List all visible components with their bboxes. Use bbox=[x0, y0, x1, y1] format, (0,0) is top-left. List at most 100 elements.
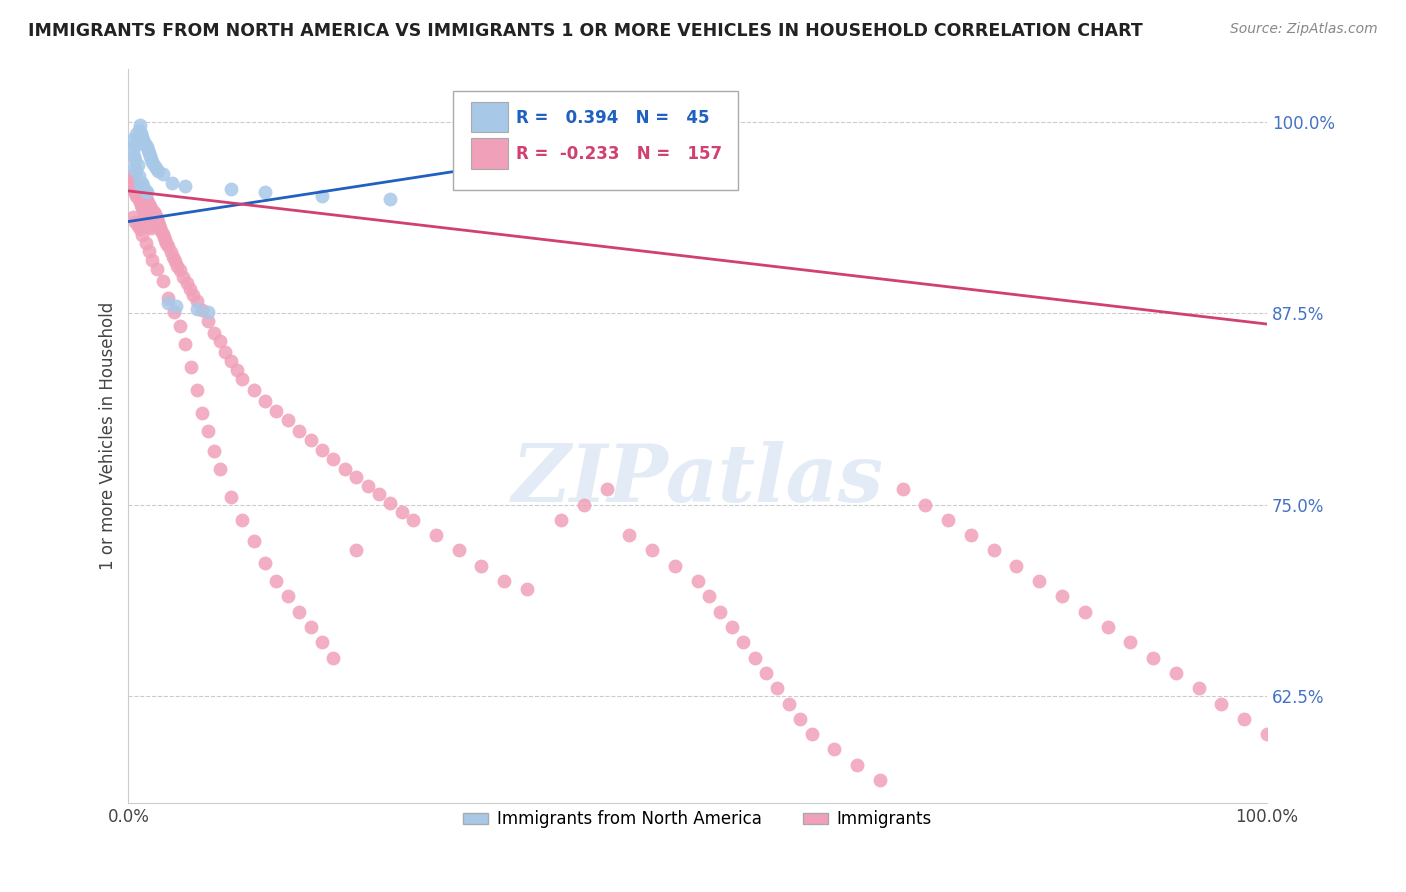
Point bbox=[186, 301, 208, 316]
Point bbox=[128, 194, 150, 209]
Point bbox=[127, 130, 149, 145]
Point bbox=[311, 188, 333, 202]
Point bbox=[125, 188, 148, 202]
Point bbox=[139, 199, 162, 213]
Point bbox=[572, 498, 595, 512]
Point bbox=[135, 208, 157, 222]
Point bbox=[254, 556, 277, 570]
Text: ZIPatlas: ZIPatlas bbox=[512, 441, 884, 518]
Point bbox=[1119, 635, 1142, 649]
Point bbox=[208, 462, 231, 476]
Point bbox=[125, 128, 148, 142]
Point bbox=[766, 681, 789, 696]
Point bbox=[135, 193, 157, 207]
Point bbox=[356, 479, 378, 493]
Point bbox=[129, 126, 152, 140]
Point bbox=[202, 326, 225, 341]
Point bbox=[135, 139, 157, 153]
Point bbox=[128, 179, 150, 194]
Point bbox=[869, 772, 891, 787]
Point bbox=[208, 334, 231, 348]
Text: R =   0.394   N =   45: R = 0.394 N = 45 bbox=[516, 109, 709, 127]
Point bbox=[122, 143, 145, 157]
Point bbox=[157, 295, 180, 310]
Point bbox=[125, 164, 148, 178]
Point bbox=[120, 176, 142, 190]
FancyBboxPatch shape bbox=[471, 138, 508, 169]
Point bbox=[254, 393, 277, 408]
Point bbox=[145, 210, 167, 224]
Point bbox=[686, 574, 709, 588]
Point bbox=[163, 305, 186, 319]
Point bbox=[136, 214, 159, 228]
Point bbox=[266, 574, 288, 588]
Point bbox=[219, 353, 242, 368]
Point bbox=[277, 413, 299, 427]
Point bbox=[180, 359, 202, 374]
Point bbox=[146, 262, 169, 277]
Point bbox=[174, 179, 197, 194]
Point bbox=[129, 182, 152, 196]
Point bbox=[160, 176, 183, 190]
Point bbox=[122, 161, 145, 175]
Point bbox=[311, 442, 333, 457]
Point bbox=[197, 305, 219, 319]
Point bbox=[1074, 605, 1097, 619]
Point bbox=[139, 219, 162, 233]
Point bbox=[124, 186, 146, 200]
Point bbox=[165, 299, 187, 313]
Point bbox=[122, 149, 145, 163]
Point bbox=[152, 274, 174, 288]
Point bbox=[402, 513, 425, 527]
Point bbox=[166, 259, 188, 273]
Point bbox=[197, 314, 219, 328]
Point bbox=[733, 635, 755, 649]
Point bbox=[155, 235, 177, 250]
Point bbox=[157, 239, 180, 253]
Point bbox=[494, 574, 516, 588]
Point bbox=[129, 179, 152, 194]
Point bbox=[134, 136, 156, 151]
Point bbox=[141, 203, 163, 218]
Point bbox=[132, 179, 155, 194]
Point bbox=[595, 483, 617, 497]
Point bbox=[1097, 620, 1119, 634]
Point bbox=[128, 176, 150, 190]
Point bbox=[127, 190, 149, 204]
Point bbox=[266, 404, 288, 418]
Point bbox=[447, 543, 470, 558]
Point bbox=[146, 164, 169, 178]
Point bbox=[131, 228, 153, 243]
Point bbox=[141, 220, 163, 235]
Point bbox=[131, 201, 153, 215]
Point bbox=[153, 233, 176, 247]
Point bbox=[619, 528, 641, 542]
Point bbox=[174, 337, 197, 351]
Point bbox=[134, 182, 156, 196]
Point bbox=[169, 263, 191, 277]
Point bbox=[122, 210, 145, 224]
Point bbox=[344, 543, 367, 558]
Point bbox=[128, 181, 150, 195]
Point bbox=[149, 220, 172, 235]
Point bbox=[159, 245, 181, 260]
Point bbox=[664, 558, 686, 573]
Point bbox=[128, 169, 150, 183]
Y-axis label: 1 or more Vehicles in Household: 1 or more Vehicles in Household bbox=[100, 301, 117, 570]
Point bbox=[132, 202, 155, 217]
Text: Source: ZipAtlas.com: Source: ZipAtlas.com bbox=[1230, 22, 1378, 37]
Point bbox=[122, 173, 145, 187]
Point bbox=[141, 202, 163, 217]
Text: IMMIGRANTS FROM NORTH AMERICA VS IMMIGRANTS 1 OR MORE VEHICLES IN HOUSEHOLD CORR: IMMIGRANTS FROM NORTH AMERICA VS IMMIGRA… bbox=[28, 22, 1143, 40]
FancyBboxPatch shape bbox=[471, 102, 508, 132]
Point bbox=[242, 534, 264, 549]
Point bbox=[146, 211, 169, 226]
Point bbox=[288, 605, 311, 619]
Legend: Immigrants from North America, Immigrants: Immigrants from North America, Immigrant… bbox=[457, 804, 939, 835]
Point bbox=[823, 742, 845, 756]
Point bbox=[721, 620, 744, 634]
Point bbox=[322, 650, 344, 665]
Point bbox=[1142, 650, 1164, 665]
Point bbox=[368, 487, 391, 501]
Point bbox=[1233, 712, 1256, 726]
